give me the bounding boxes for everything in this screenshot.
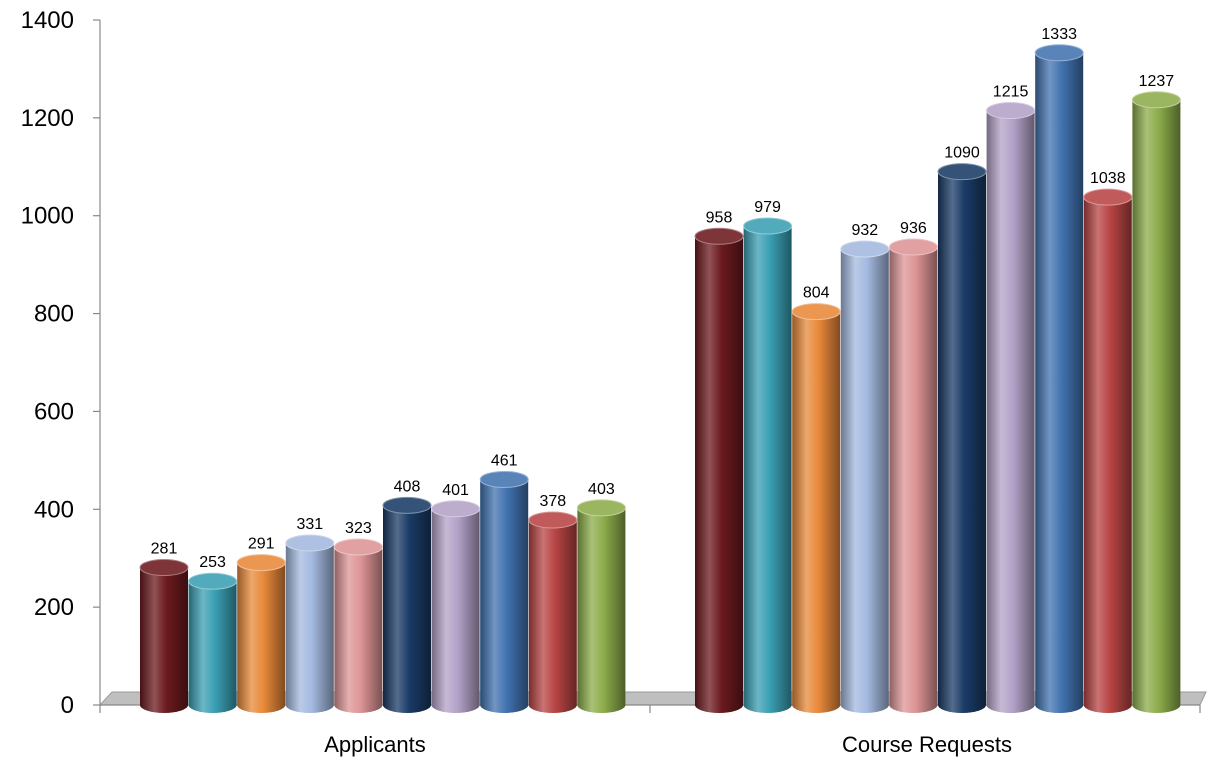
- bar-body: [695, 236, 743, 713]
- data-label: 958: [706, 209, 733, 226]
- bar-top: [791, 303, 841, 321]
- bar: [1083, 188, 1133, 713]
- data-label: 461: [491, 452, 518, 469]
- data-label: 401: [442, 482, 469, 499]
- bar-body: [1132, 99, 1181, 714]
- bar-body: [743, 225, 792, 713]
- data-label: 1333: [1041, 26, 1077, 43]
- bar: [791, 303, 841, 713]
- bar: [1131, 91, 1181, 714]
- data-label: 1090: [944, 145, 980, 162]
- bar: [937, 163, 987, 713]
- bar-top: [888, 238, 938, 256]
- bar-top: [188, 572, 238, 590]
- data-label: 936: [900, 220, 927, 237]
- data-label: 1038: [1090, 170, 1126, 187]
- bar-top: [285, 534, 335, 552]
- bar-body: [140, 567, 188, 713]
- bar-body: [528, 520, 577, 713]
- data-label: 979: [754, 199, 781, 216]
- y-tick-label: 1200: [21, 105, 74, 132]
- data-label: 408: [394, 478, 421, 495]
- bar-top: [1083, 188, 1133, 206]
- x-category-label: Course Requests: [842, 732, 1012, 757]
- bar-top: [840, 240, 890, 258]
- data-label: 804: [803, 285, 830, 302]
- bar: [236, 554, 286, 713]
- data-label: 1215: [993, 84, 1029, 101]
- y-tick-label: 0: [61, 692, 74, 719]
- data-label: 253: [199, 554, 226, 571]
- bar-body: [334, 546, 383, 713]
- data-label: 331: [296, 516, 323, 533]
- bar-body: [938, 171, 986, 713]
- data-label: 291: [248, 536, 275, 553]
- data-labels: 281 253 291 331 323 408 401 461 378 403 958 979 804 9…: [151, 26, 1175, 571]
- y-tick-label: 400: [34, 496, 74, 523]
- bar: [333, 538, 383, 713]
- bar: [1034, 44, 1084, 713]
- bar-body: [285, 543, 334, 713]
- bar: [986, 102, 1036, 713]
- bar-body: [480, 479, 529, 713]
- y-tick-label: 1000: [21, 203, 74, 230]
- bar-top: [479, 470, 529, 488]
- bar-body: [577, 507, 626, 713]
- y-tick-label: 200: [34, 594, 74, 621]
- bar-top: [382, 496, 432, 514]
- y-tick-label: 600: [34, 398, 74, 425]
- bar-top: [743, 217, 793, 235]
- bar-top: [1131, 91, 1181, 109]
- bar: [479, 470, 529, 713]
- bar-top: [1034, 44, 1084, 62]
- bar: [528, 511, 578, 713]
- bar: [188, 572, 238, 713]
- bar-body: [1083, 197, 1132, 713]
- data-label: 932: [851, 222, 878, 239]
- bar: [576, 499, 626, 713]
- bar-body: [889, 247, 938, 713]
- bar-body: [383, 505, 431, 713]
- y-tick-label: 1400: [21, 7, 74, 34]
- bar-body: [237, 562, 286, 713]
- data-label: 281: [151, 541, 178, 558]
- bar-top: [236, 554, 286, 572]
- x-category-label: Applicants: [324, 732, 426, 757]
- bar-body: [1035, 52, 1084, 713]
- bar: [743, 217, 793, 713]
- y-tick-label: 800: [34, 301, 74, 328]
- data-label: 1237: [1139, 73, 1175, 90]
- bar: [285, 534, 335, 713]
- bar-top: [694, 227, 744, 245]
- bar-body: [986, 110, 1035, 713]
- bar-top: [576, 499, 626, 517]
- bars: [139, 44, 1181, 714]
- bar-body: [188, 581, 237, 713]
- bar-top: [937, 163, 987, 181]
- data-label: 403: [588, 481, 615, 498]
- bar: [431, 500, 481, 713]
- bar: [139, 559, 189, 713]
- bar-top: [139, 559, 189, 577]
- bar-top: [528, 511, 578, 529]
- bar-top: [986, 102, 1036, 120]
- bar: [840, 240, 890, 713]
- bar-body: [431, 508, 480, 713]
- data-label: 378: [539, 493, 566, 510]
- bar: [382, 496, 432, 713]
- bar-top: [431, 500, 481, 518]
- bar: [888, 238, 938, 713]
- axes: 0 200 400 600 800 1000 1200 1400 Applicants Cours…: [21, 7, 1201, 757]
- bar: [694, 227, 744, 713]
- bar-body: [840, 248, 889, 713]
- bar-body: [792, 311, 841, 713]
- bar-top: [333, 538, 383, 556]
- data-label: 323: [345, 520, 372, 537]
